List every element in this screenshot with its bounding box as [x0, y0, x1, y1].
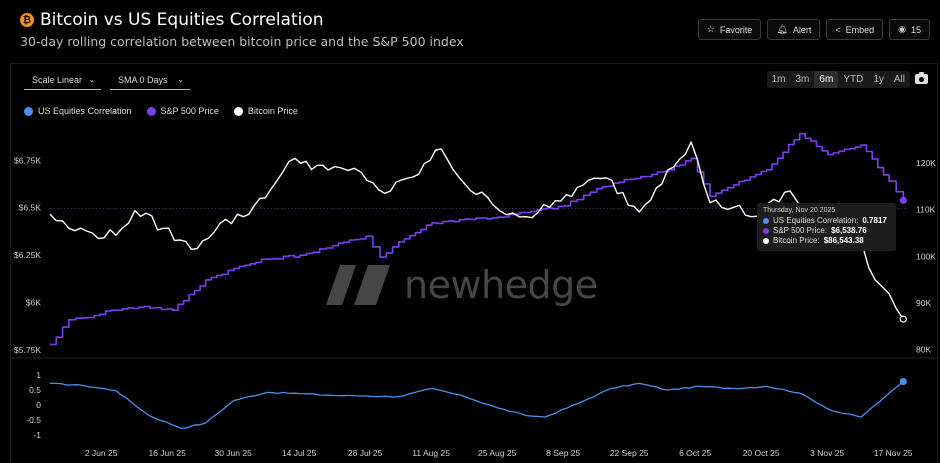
tooltip-row-bitcoin: Bitcoin Price: $86,543.38 [763, 236, 890, 246]
bell-icon: 🔔︎ [776, 24, 788, 34]
chart-legend: US Equities Correlation S&P 500 Price Bi… [24, 106, 298, 116]
x-axis-tick-label: 22 Sep 25 [610, 448, 649, 458]
bitcoin-series-end-point [899, 315, 907, 323]
chevron-down-icon: ⌄ [177, 75, 184, 84]
tooltip-row-sp500: S&P 500 Price: $6,538.76 [763, 226, 890, 236]
right-axis-tick-label: 120K [916, 158, 936, 168]
correlation-axis-tick-label: 1 [36, 370, 41, 380]
legend-item-sp500[interactable]: S&P 500 Price [146, 106, 219, 116]
correlation-series-line [49, 380, 904, 430]
sma-dropdown-label: SMA 0 Days [118, 74, 168, 85]
tooltip-dot-icon [763, 238, 769, 244]
top-actions: ☆ Favorite 🔔︎ Alert < Embed ◉ 15 [697, 19, 930, 40]
tooltip-date: Thursday, Nov 20 2025 [763, 207, 836, 214]
x-axis-tick-label: 20 Oct 25 [743, 448, 780, 458]
star-icon: ☆ [706, 24, 715, 34]
tooltip-label: Bitcoin Price: [773, 236, 820, 245]
tooltip-row-correlation: US Equities Correlation: 0.7817 [763, 216, 890, 226]
range-tab-ytd[interactable]: YTD [843, 74, 864, 85]
x-axis-tick-label: 11 Aug 25 [412, 448, 450, 458]
eye-icon: ◉ [898, 24, 906, 34]
correlation-series-end-point [899, 377, 907, 386]
legend-label: S&P 500 Price [160, 106, 219, 116]
title-row: ₿ Bitcoin vs US Equities Correlation [20, 10, 324, 30]
left-axis-tick-label: $6K [26, 298, 41, 308]
legend-dot-icon [233, 106, 243, 116]
watermark: newhedge [326, 263, 598, 307]
chevron-down-icon: ⌄ [88, 75, 95, 84]
bitcoin-logo-icon: ₿ [20, 13, 34, 27]
tooltip-dot-icon [763, 228, 769, 234]
x-axis-tick-label: 2 Jun 25 [85, 448, 118, 458]
bitcoin-series-line [49, 141, 904, 320]
favorite-button[interactable]: ☆ Favorite [697, 19, 762, 40]
share-icon: < [835, 24, 841, 35]
x-axis-tick-label: 25 Aug 25 [478, 448, 517, 458]
chart-tooltip: Thursday, Nov 20 2025 US Equities Correl… [757, 203, 896, 251]
x-axis-tick-label: 28 Jul 25 [348, 448, 383, 458]
x-axis-tick-label: 6 Oct 25 [679, 448, 711, 458]
camera-icon[interactable] [915, 72, 928, 84]
embed-button[interactable]: < Embed [826, 19, 884, 40]
right-axis-tick-label: 80K [916, 345, 931, 355]
x-axis-tick-label: 14 Jul 25 [282, 448, 317, 458]
watermark-text: newhedge [404, 263, 598, 307]
sp500-series-line [50, 132, 905, 346]
legend-dot-icon [146, 106, 156, 116]
correlation-axis-tick-label: -1 [33, 430, 41, 440]
legend-item-bitcoin[interactable]: Bitcoin Price [233, 106, 298, 116]
scale-dropdown-label: Scale Linear [32, 74, 83, 85]
page-subtitle: 30-day rolling correlation between bitco… [20, 34, 464, 49]
legend-label: Bitcoin Price [247, 106, 298, 116]
range-tab-all[interactable]: All [893, 74, 905, 85]
tooltip-dot-icon [763, 218, 769, 224]
page-title: Bitcoin vs US Equities Correlation [40, 10, 324, 30]
tooltip-value: $6,538.76 [831, 226, 867, 235]
x-axis-tick-label: 8 Sep 25 [546, 448, 580, 458]
correlation-axis-tick-label: 0.5 [29, 385, 41, 395]
tooltip-value: $86,543.38 [823, 236, 864, 245]
sp500-series-end-point [899, 196, 907, 204]
tooltip-value: 0.7817 [862, 216, 887, 225]
right-axis-tick-label: 90K [916, 298, 931, 308]
range-tab-1m[interactable]: 1m [771, 74, 786, 85]
views-button[interactable]: ◉ 15 [889, 19, 930, 40]
alert-button[interactable]: 🔔︎ Alert [767, 19, 821, 40]
scale-dropdown[interactable]: Scale Linear ⌄ [24, 70, 101, 90]
left-axis-tick-label: $6.25K [14, 250, 41, 260]
left-axis-tick-label: $6.5K [19, 203, 42, 213]
range-tab-3m[interactable]: 3m [795, 74, 810, 85]
legend-item-correlation[interactable]: US Equities Correlation [24, 106, 132, 116]
sma-dropdown[interactable]: SMA 0 Days ⌄ [110, 70, 190, 90]
left-axis-tick-label: $5.75K [14, 345, 41, 355]
right-axis-tick-label: 110K [916, 205, 936, 215]
left-axis-tick-label: $6.75K [14, 155, 41, 165]
range-tab-1y[interactable]: 1y [873, 74, 884, 85]
range-tabs: 1m 3m 6m YTD 1y All [766, 71, 910, 88]
tooltip-label: US Equities Correlation: [773, 216, 859, 225]
right-axis-tick-label: 100K [916, 251, 936, 261]
newhedge-logo-icon [326, 265, 390, 305]
x-axis-tick-label: 30 Jun 25 [214, 448, 252, 458]
favorite-label: Favorite [719, 24, 753, 35]
correlation-axis-tick-label: 0 [36, 400, 41, 410]
tooltip-label: S&P 500 Price: [773, 226, 828, 235]
range-tab-6m[interactable]: 6m [814, 71, 839, 88]
alert-label: Alert [792, 24, 812, 35]
x-axis-tick-label: 3 Nov 25 [810, 448, 844, 458]
legend-dot-icon [24, 106, 33, 116]
x-axis-tick-label: 16 Jun 25 [148, 448, 186, 458]
views-count: 15 [910, 24, 921, 35]
correlation-axis-tick-label: -0.5 [26, 415, 41, 425]
x-axis-tick-label: 17 Nov 25 [874, 448, 913, 458]
chart-panel [10, 63, 938, 463]
legend-label: US Equities Correlation [38, 106, 132, 116]
embed-label: Embed [845, 24, 875, 35]
